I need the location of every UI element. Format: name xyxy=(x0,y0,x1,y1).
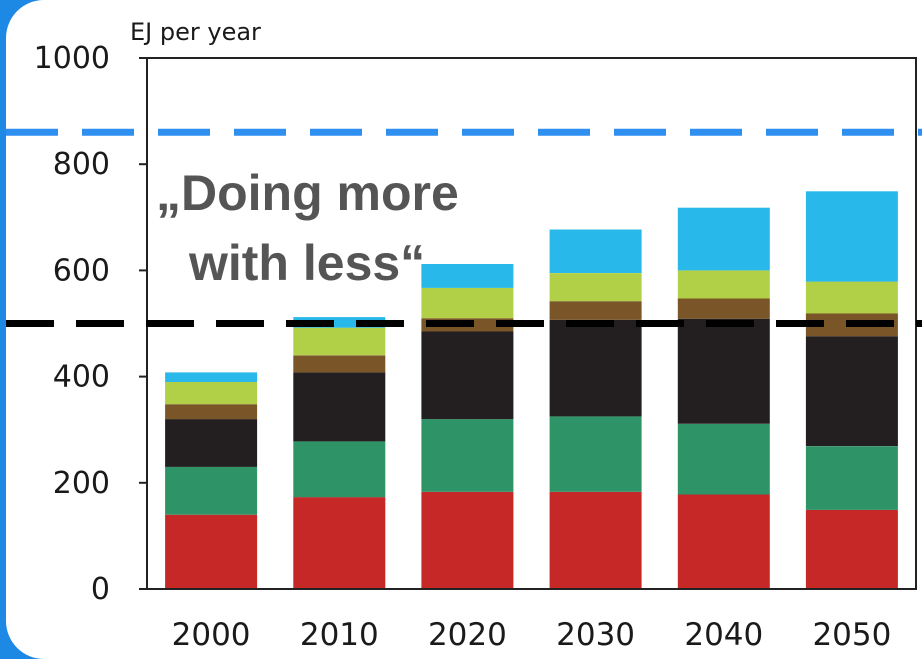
annotation-line-1: „Doing more xyxy=(156,165,459,221)
annotation-line-2: with less“ xyxy=(188,235,425,291)
x-tick-label-2000: 2000 xyxy=(172,617,251,653)
y-tick-label-800: 800 xyxy=(53,147,110,182)
bars-layer xyxy=(165,191,898,589)
bar-segment-2020-s5 xyxy=(421,287,514,319)
bar-segment-2020-s6 xyxy=(421,264,514,288)
chart-frame: 0 200 400 600 800 1000 2000 2010 2020 2030 2040 20… xyxy=(6,0,922,659)
bar-segment-2010-s5 xyxy=(293,327,386,356)
bar-segment-2020-s3 xyxy=(421,331,514,420)
bar-segment-2050-s3 xyxy=(805,336,898,447)
x-tick-label-2020: 2020 xyxy=(428,617,507,653)
bar-segment-2050-s5 xyxy=(805,281,898,314)
x-tick-label-2050: 2050 xyxy=(812,617,891,653)
bar-segment-2010-s3 xyxy=(293,372,386,442)
bar-segment-2040-s4 xyxy=(677,298,770,319)
bar-segment-2030-s4 xyxy=(549,301,642,320)
bar-segment-2040-s6 xyxy=(677,207,770,271)
y-axis-ticks: 0 200 400 600 800 1000 xyxy=(34,41,147,607)
bar-segment-2030-s6 xyxy=(549,229,642,273)
bar-segment-2050-s2 xyxy=(805,446,898,510)
bar-segment-2020-s1 xyxy=(421,491,514,589)
bar-segment-2050-s6 xyxy=(805,191,898,282)
bar-segment-2040-s3 xyxy=(677,318,770,424)
bar-segment-2020-s2 xyxy=(421,419,514,492)
x-tick-label-2030: 2030 xyxy=(556,617,635,653)
y-tick-label-1000: 1000 xyxy=(34,41,110,76)
bar-segment-2030-s2 xyxy=(549,416,642,492)
bar-segment-2040-s1 xyxy=(677,494,770,589)
reference-lines xyxy=(6,128,922,327)
bar-segment-2030-s3 xyxy=(549,319,642,417)
bar-segment-2000-s6 xyxy=(165,372,258,382)
y-tick-label-200: 200 xyxy=(53,466,110,501)
bar-segment-2010-s2 xyxy=(293,441,386,498)
bar-segment-2010-s4 xyxy=(293,355,386,373)
y-tick-label-600: 600 xyxy=(53,253,110,288)
bar-segment-2000-s5 xyxy=(165,381,258,405)
bar-segment-2030-s5 xyxy=(549,273,642,302)
x-axis-ticks: 2000 2010 2020 2030 2040 2050 xyxy=(172,617,892,653)
bar-segment-2040-s2 xyxy=(677,423,770,495)
y-axis-label: EJ per year xyxy=(130,18,261,46)
x-tick-label-2040: 2040 xyxy=(684,617,763,653)
bar-segment-2010-s6 xyxy=(293,317,386,328)
bar-segment-2010-s1 xyxy=(293,497,386,589)
bar-segment-2000-s4 xyxy=(165,404,258,420)
bar-segment-2050-s1 xyxy=(805,509,898,589)
y-tick-label-400: 400 xyxy=(53,360,110,395)
bar-segment-2000-s2 xyxy=(165,466,258,515)
y-tick-label-0: 0 xyxy=(91,572,110,607)
bar-segment-2000-s1 xyxy=(165,514,258,589)
x-tick-label-2010: 2010 xyxy=(300,617,379,653)
bar-segment-2040-s5 xyxy=(677,270,770,299)
bar-segment-2000-s3 xyxy=(165,419,258,467)
bar-segment-2030-s1 xyxy=(549,491,642,589)
